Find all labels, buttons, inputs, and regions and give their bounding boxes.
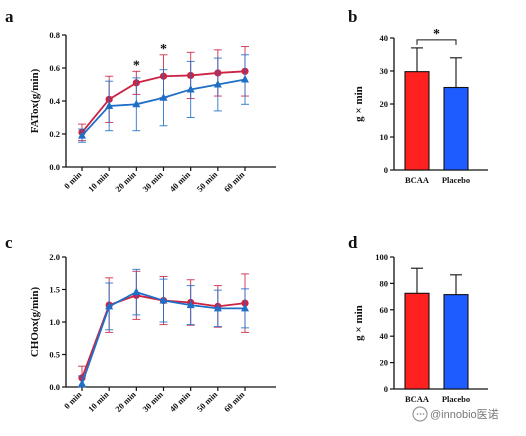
- bar-bcaa: [404, 292, 430, 390]
- y-axis-label: g × min: [353, 305, 365, 341]
- y-axis-label: g × min: [353, 86, 365, 122]
- bar-placebo: [443, 294, 469, 390]
- panel-d: d 0 20 40 60 80 100 g × min BCAA Placebo: [348, 233, 488, 404]
- y-tick-label: 0.0: [49, 162, 60, 172]
- y-tick-label: 0.4: [49, 96, 60, 106]
- y-tick-label: 1.5: [49, 285, 60, 295]
- data-point: [213, 303, 222, 312]
- x-tick-label: 0 min: [62, 389, 84, 411]
- x-tick-label: 40 min: [167, 389, 192, 414]
- data-point: [105, 101, 114, 109]
- y-tick-label: 0: [384, 165, 388, 175]
- y-axis-label: CHOox(g/min): [29, 287, 41, 358]
- panel-a: a 0.0 0.2 0.4 0.6 0.8 FATox(g/min) 0 min 10 min 2…: [5, 7, 276, 194]
- significance-bracket: [416, 39, 457, 45]
- x-tick-label: 50 min: [195, 169, 220, 194]
- y-tick-label: 100: [375, 252, 388, 262]
- x-tick-label: 0 min: [62, 169, 84, 191]
- panel-b: b 0 10 20 30 40 g × min BCAA Placebo *: [348, 7, 488, 185]
- data-point: [159, 296, 168, 304]
- y-tick-label: 0.8: [49, 30, 60, 40]
- y-tick-label: 2.0: [49, 252, 60, 262]
- y-tick-label: 20: [380, 358, 389, 368]
- data-point: [241, 303, 249, 312]
- x-tick-label: Placebo: [442, 394, 470, 404]
- y-tick-label: 40: [380, 33, 389, 43]
- data-point: [213, 80, 222, 88]
- significance-star: *: [160, 42, 167, 57]
- y-axis-label: FATox(g/min): [29, 68, 41, 133]
- data-point: [241, 75, 249, 83]
- y-tick-label: 20: [380, 99, 389, 109]
- x-tick-label: 10 min: [86, 169, 111, 194]
- y-tick-label: 0.2: [49, 129, 60, 139]
- data-point: [78, 379, 86, 387]
- data-point: [159, 93, 168, 101]
- y-tick-label: 0.6: [49, 63, 60, 73]
- series-blue: [78, 268, 249, 388]
- x-tick-label: 30 min: [140, 389, 165, 414]
- data-point: [132, 287, 141, 296]
- x-tick-label: 10 min: [86, 389, 111, 414]
- y-tick-label: 0.0: [49, 382, 60, 392]
- data-point: [186, 300, 195, 309]
- x-tick-label: 40 min: [167, 169, 192, 194]
- x-tick-label: BCAA: [405, 175, 430, 185]
- chat-bubble-icon: [412, 406, 428, 422]
- x-tick-label: 60 min: [222, 169, 247, 194]
- y-tick-label: 40: [380, 331, 389, 341]
- watermark-text: @innobio医诺: [430, 408, 499, 421]
- x-tick-label: 50 min: [195, 389, 220, 414]
- y-tick-label: 0.5: [49, 350, 60, 360]
- y-tick-label: 0: [384, 384, 388, 394]
- panel-letter: c: [5, 233, 13, 252]
- data-point: [132, 99, 141, 108]
- watermark: @innobio医诺: [412, 406, 499, 422]
- data-point: [78, 131, 86, 139]
- significance-star: *: [133, 58, 140, 73]
- data-point: [186, 84, 195, 93]
- bar-placebo: [443, 86, 469, 171]
- significance-star: *: [433, 27, 440, 42]
- panel-letter: b: [348, 7, 357, 26]
- y-tick-label: 1.0: [49, 317, 60, 327]
- bar-bcaa: [404, 71, 430, 171]
- x-tick-label: 30 min: [140, 169, 165, 194]
- panel-letter: a: [5, 7, 14, 26]
- y-tick-label: 60: [380, 305, 389, 315]
- y-tick-label: 80: [380, 278, 389, 288]
- panel-letter: d: [348, 233, 358, 252]
- y-tick-label: 10: [380, 132, 389, 142]
- x-tick-label: Placebo: [442, 175, 470, 185]
- x-tick-label: 20 min: [113, 169, 138, 194]
- y-tick-label: 30: [380, 66, 389, 76]
- data-point: [105, 301, 114, 310]
- x-tick-label: 60 min: [222, 389, 247, 414]
- panel-c: c 0.0 0.5 1.0 1.5 2.0 CHOox(g/min) 0 min 10 min 2…: [5, 233, 276, 414]
- x-tick-label: BCAA: [405, 394, 430, 404]
- series-blue: [78, 54, 249, 143]
- x-tick-label: 20 min: [113, 389, 138, 414]
